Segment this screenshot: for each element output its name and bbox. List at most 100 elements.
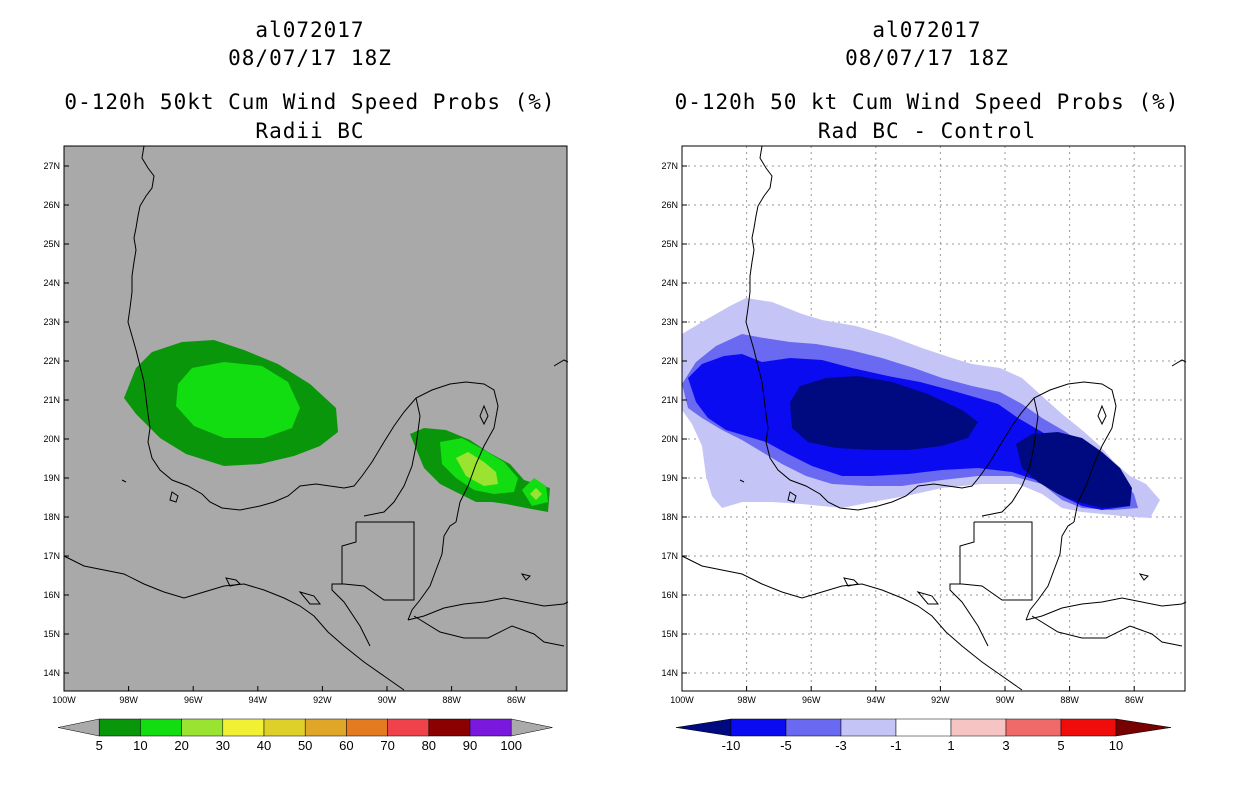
colorbar-swatch: [263, 718, 306, 737]
colorbar-swatch: [895, 718, 952, 737]
colorbar-arrow-left: [57, 718, 100, 737]
lat-tick-label: 25N: [661, 239, 678, 249]
left-lon-labels: 100W 98W 96W 94W 92W 90W 88W 86W: [52, 686, 526, 705]
colorbar-label: 5: [1057, 738, 1064, 753]
colorbar-swatch: [840, 718, 897, 737]
colorbar-label: 60: [339, 738, 353, 753]
colorbar-swatch: [304, 718, 347, 737]
left-lat-labels: 27N 26N 25N 24N 23N 22N 21N 20N 19N 18N 17N 16N 15N 1…: [43, 161, 69, 678]
colorbar-swatch: [950, 718, 1007, 737]
colorbar-arrow-right: [510, 718, 553, 737]
right-storm-id: al072017: [872, 18, 982, 42]
lat-tick-label: 16N: [661, 590, 678, 600]
colorbar-arrow-right: [1115, 718, 1172, 737]
lon-tick-label: 86W: [507, 695, 526, 705]
left-map: 27N 26N 25N 24N 23N 22N 21N 20N 19N 18N 17N 16N 15N 1…: [43, 145, 569, 705]
lat-tick-label: 20N: [661, 434, 678, 444]
colorbar-label: 10: [1109, 738, 1123, 753]
colorbar-label: -10: [722, 738, 741, 753]
colorbar-arrow-left: [675, 718, 732, 737]
lon-tick-label: 92W: [931, 695, 950, 705]
lat-tick-label: 18N: [661, 512, 678, 522]
lat-tick-label: 22N: [661, 356, 678, 366]
colorbar-label: -5: [780, 738, 792, 753]
colorbar-swatch: [730, 718, 787, 737]
colorbar-label: 100: [500, 738, 522, 753]
lat-tick-label: 26N: [43, 200, 60, 210]
lat-tick-label: 22N: [43, 356, 60, 366]
left-contour-20: [456, 452, 498, 486]
lat-tick-label: 25N: [43, 239, 60, 249]
lat-tick-label: 23N: [661, 317, 678, 327]
lon-tick-label: 96W: [184, 695, 203, 705]
lat-tick-label: 23N: [43, 317, 60, 327]
colorbar-swatch: [222, 718, 265, 737]
colorbar-swatch: [1005, 718, 1062, 737]
right-subtitle: Rad BC - Control: [817, 119, 1037, 143]
colorbar-label: 5: [96, 738, 103, 753]
left-contour-20b: [530, 488, 542, 500]
right-datetime: 08/07/17 18Z: [845, 46, 1009, 70]
colorbar-label: 50: [298, 738, 312, 753]
right-title: 0-120h 50 kt Cum Wind Speed Probs (%): [674, 90, 1180, 114]
left-colorbar: 5 10 20 30 40 50 60 70 80 90 100: [57, 718, 553, 753]
colorbar-swatch: [428, 718, 471, 737]
colorbar-label: 10: [133, 738, 147, 753]
right-map: 27N 26N 25N 24N 23N 22N 21N 20N 19N 18N 17N 16N 15N 1…: [661, 145, 1187, 705]
lat-tick-label: 24N: [43, 278, 60, 288]
colorbar-label: 20: [174, 738, 188, 753]
colorbar-swatch: [140, 718, 182, 737]
lat-tick-label: 20N: [43, 434, 60, 444]
colorbar-swatch: [387, 718, 430, 737]
lon-tick-label: 86W: [1125, 695, 1144, 705]
right-lat-labels: 27N 26N 25N 24N 23N 22N 21N 20N 19N 18N 17N 16N 15N 1…: [661, 161, 687, 678]
right-colorbar: -10 -5 -3 -1 1 3 5 10: [675, 718, 1172, 753]
colorbar-label: -1: [890, 738, 902, 753]
lat-tick-label: 16N: [43, 590, 60, 600]
colorbar-swatch: [98, 718, 141, 737]
lat-tick-label: 26N: [661, 200, 678, 210]
lon-tick-label: 94W: [867, 695, 886, 705]
left-subtitle: Radii BC: [255, 119, 365, 143]
lon-tick-label: 98W: [737, 695, 756, 705]
lat-tick-label: 19N: [661, 473, 678, 483]
lon-tick-label: 88W: [442, 695, 461, 705]
lat-tick-label: 15N: [43, 629, 60, 639]
lon-tick-label: 88W: [1060, 695, 1079, 705]
lat-tick-label: 18N: [43, 512, 60, 522]
lon-tick-label: 98W: [119, 695, 138, 705]
colorbar-label: 1: [947, 738, 954, 753]
lat-tick-label: 21N: [661, 395, 678, 405]
lat-tick-label: 17N: [661, 551, 678, 561]
colorbar-label: 30: [216, 738, 230, 753]
lon-tick-label: 100W: [52, 695, 76, 705]
left-contour-10: [176, 362, 300, 438]
lat-tick-label: 14N: [661, 668, 678, 678]
right-contour-10: [790, 376, 978, 450]
left-storm-id: al072017: [255, 18, 365, 42]
lat-tick-label: 14N: [43, 668, 60, 678]
lon-tick-label: 90W: [378, 695, 397, 705]
colorbar-label: 40: [257, 738, 271, 753]
colorbar-swatch: [181, 718, 224, 737]
lon-tick-label: 96W: [802, 695, 821, 705]
left-datetime: 08/07/17 18Z: [228, 46, 392, 70]
lon-tick-label: 94W: [249, 695, 268, 705]
lat-tick-label: 27N: [43, 161, 60, 171]
colorbar-swatch: [346, 718, 388, 737]
colorbar-label: 3: [1002, 738, 1009, 753]
lon-tick-label: 100W: [670, 695, 694, 705]
colorbar-label: -3: [835, 738, 847, 753]
lat-tick-label: 15N: [661, 629, 678, 639]
colorbar-swatch: [785, 718, 842, 737]
lon-tick-label: 92W: [313, 695, 332, 705]
colorbar-swatch: [1060, 718, 1117, 737]
right-contour-10b: [1016, 432, 1132, 508]
left-title: 0-120h 50kt Cum Wind Speed Probs (%): [64, 90, 556, 114]
lat-tick-label: 27N: [661, 161, 678, 171]
lon-tick-label: 90W: [996, 695, 1015, 705]
lat-tick-label: 21N: [43, 395, 60, 405]
lat-tick-label: 24N: [661, 278, 678, 288]
colorbar-label: 90: [463, 738, 477, 753]
colorbar-label: 80: [422, 738, 436, 753]
